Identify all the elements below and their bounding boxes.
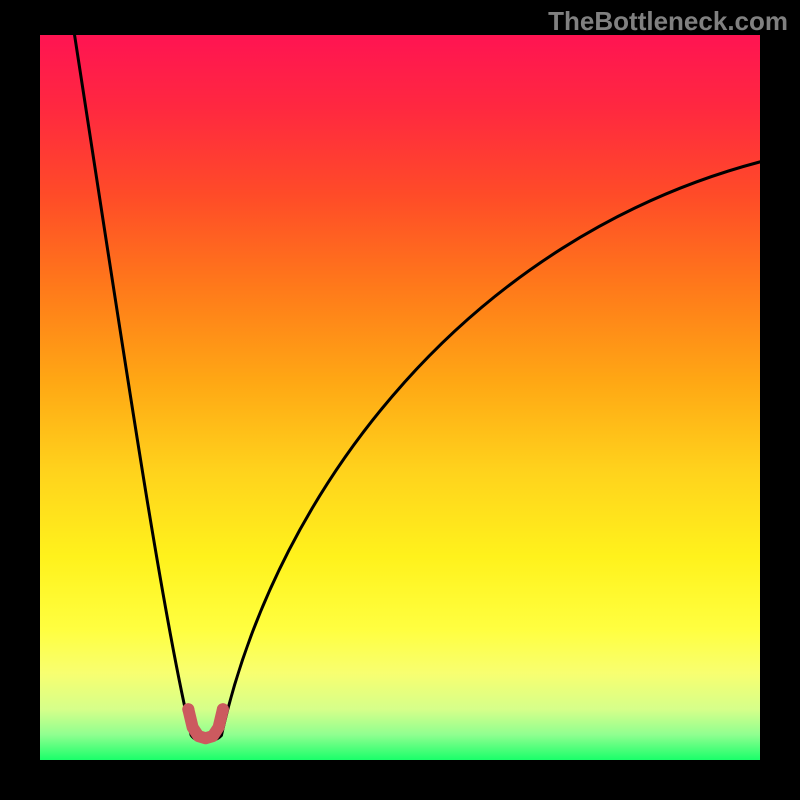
bottleneck-curve	[75, 35, 760, 741]
chart-svg	[0, 0, 800, 800]
watermark-text: TheBottleneck.com	[548, 6, 788, 37]
chart-stage: TheBottleneck.com	[0, 0, 800, 800]
trough-marker	[182, 703, 229, 738]
trough-marker-dot	[217, 703, 229, 715]
trough-marker-path	[188, 709, 223, 738]
trough-marker-dot	[182, 703, 194, 715]
